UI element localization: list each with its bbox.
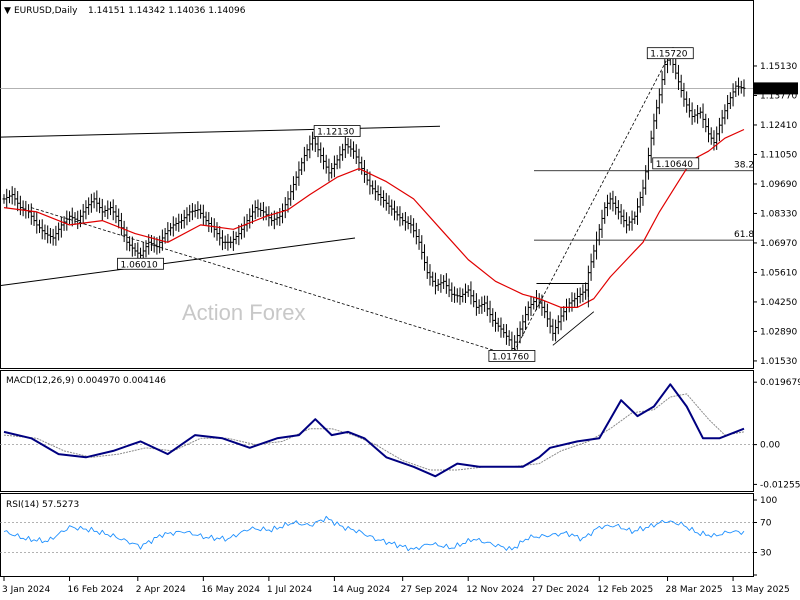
level-label: 1.01760	[492, 352, 529, 362]
wedge-bottom-line	[552, 311, 595, 346]
moving-average-line	[3, 128, 745, 308]
x-axis-tick-label: 12 Nov 2024	[466, 585, 524, 595]
price-y-tick-label: 1.06970	[760, 239, 797, 249]
price-y-tick-label: 1.09690	[760, 180, 797, 190]
price-y-tick-label: 1.11050	[760, 150, 797, 160]
x-axis-tick-label: 12 Feb 2025	[597, 585, 653, 595]
price-y-tick-label: 1.08330	[760, 209, 797, 219]
rsi-line	[3, 515, 745, 552]
rsi-panel-frame	[0, 493, 754, 577]
axis-layer: 1.15130 1.13770 1.12410 1.11050 1.09690 1.083…	[2, 62, 800, 595]
watermark: Action Forex	[182, 300, 306, 325]
macd-y-tick-label: 0.019679	[760, 378, 800, 388]
rsi-y-tick-label: 70	[760, 519, 772, 529]
macd-label: MACD(12,26,9) 0.004970 0.004146	[6, 376, 166, 386]
level-box	[488, 350, 536, 362]
level-label: 1.06010	[121, 260, 158, 270]
price-y-tick-label: 1.05610	[760, 268, 797, 278]
level-box	[646, 47, 694, 60]
x-axis-tick-label: 14 Aug 2024	[332, 585, 390, 595]
price-y-tick-label: 1.15130	[760, 62, 797, 72]
macd-y-tick-label: -0.012552	[760, 480, 800, 490]
level-box	[652, 157, 700, 170]
macd-layer	[0, 383, 753, 478]
price-y-tick-label: 1.02890	[760, 327, 797, 337]
price-y-tick-label: 1.13770	[760, 91, 797, 101]
rsi-label: RSI(14) 57.5273	[6, 500, 79, 510]
current-price-tag	[754, 82, 798, 95]
fib-level-label: 61.8	[734, 230, 754, 240]
chart-ohlc: 1.14151 1.14342 1.14036 1.14096	[88, 6, 246, 16]
current-price-value: 1.14096	[758, 85, 795, 95]
rsi-layer	[0, 515, 753, 553]
macd-panel-frame	[0, 370, 754, 492]
x-axis-tick-label: 13 May 2025	[731, 585, 790, 595]
rsi-y-tick-label: 30	[760, 549, 772, 559]
level-label: 1.12130	[317, 128, 354, 138]
price-y-tick-label: 1.01530	[760, 357, 797, 367]
level-label: 1.15720	[650, 50, 687, 60]
x-axis-tick-label: 28 Mar 2025	[666, 585, 723, 595]
macd-main-line	[3, 383, 745, 478]
x-axis-tick-label: 2 Apr 2024	[136, 585, 186, 595]
price-layer: 38.2 61.8 1.15720 1.12130 1.10640 1.06010 1.01…	[0, 47, 754, 362]
x-axis-tick-label: 16 Feb 2024	[68, 585, 124, 595]
x-axis-tick-label: 27 Sep 2024	[401, 585, 458, 595]
dashed-trendline-rally	[511, 52, 671, 357]
lower-channel-trendline	[0, 237, 356, 287]
price-panel-frame	[0, 0, 754, 369]
macd-signal-line	[3, 393, 745, 471]
level-label: 1.10640	[656, 160, 693, 170]
x-axis-tick-label: 16 May 2024	[201, 585, 260, 595]
price-y-tick-label: 1.04250	[760, 298, 797, 308]
x-axis-tick-label: 3 Jan 2024	[2, 585, 50, 595]
rsi-y-tick-label: 100	[760, 496, 777, 506]
macd-y-tick-label: 0.00	[760, 441, 780, 451]
upper-channel-trendline	[0, 125, 441, 138]
level-box	[117, 257, 164, 270]
fib-level-label: 38.2	[734, 161, 754, 171]
symbol-triangle-icon: ▼	[4, 6, 11, 16]
level-box	[313, 125, 361, 137]
price-y-tick-label: 1.12410	[760, 121, 797, 131]
x-axis-tick-label: 1 Jul 2024	[267, 585, 312, 595]
dashed-trendline-decline	[31, 207, 513, 357]
x-axis-tick-label: 27 Dec 2024	[532, 585, 590, 595]
chart-symbol: EURUSD,Daily	[14, 6, 78, 16]
